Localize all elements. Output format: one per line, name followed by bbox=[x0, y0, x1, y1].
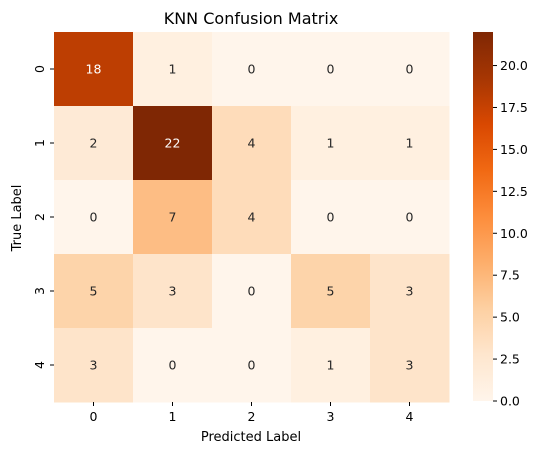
heatmap-cell bbox=[133, 32, 213, 107]
heatmap-cell bbox=[291, 328, 371, 403]
heatmap-cell bbox=[212, 328, 292, 403]
cell-value-label: 1 bbox=[327, 136, 335, 151]
cell-value-label: 5 bbox=[327, 284, 335, 299]
cell-value-label: 22 bbox=[165, 136, 181, 151]
cell-value-label: 0 bbox=[248, 358, 256, 373]
x-axis-label: Predicted Label bbox=[201, 430, 301, 445]
colorbar-tick-label: 10.0 bbox=[500, 226, 528, 241]
heatmap-cell bbox=[291, 32, 371, 107]
cell-value-label: 0 bbox=[169, 358, 177, 373]
heatmap-cell bbox=[54, 180, 134, 255]
colorbar-tick-label: 0.0 bbox=[500, 394, 520, 409]
y-tick-label: 1 bbox=[32, 139, 47, 147]
heatmap-cell-labels: 18 1 0 0 02 22 4 1 10 7 4 0 05 3 0 5 33 0 0 1 3 bbox=[86, 62, 414, 373]
y-tick-label: 0 bbox=[32, 65, 47, 73]
y-tick-label: 3 bbox=[32, 287, 47, 295]
cell-value-label: 3 bbox=[406, 284, 414, 299]
cell-value-label: 0 bbox=[248, 62, 256, 77]
colorbar-tick-label: 5.0 bbox=[500, 310, 520, 325]
heatmap-cell bbox=[54, 106, 134, 181]
heatmap-cell bbox=[370, 328, 450, 403]
colorbar-tick-label: 15.0 bbox=[500, 142, 528, 157]
heatmap-cells bbox=[54, 32, 450, 403]
cell-value-label: 4 bbox=[248, 210, 256, 225]
heatmap-cell bbox=[370, 254, 450, 329]
y-tick-label: 2 bbox=[32, 213, 47, 221]
heatmap-cell bbox=[133, 328, 213, 403]
cell-value-label: 1 bbox=[406, 136, 414, 151]
cell-value-label: 3 bbox=[169, 284, 177, 299]
colorbar-tick-label: 2.5 bbox=[500, 352, 520, 367]
heatmap-cell bbox=[133, 254, 213, 329]
heatmap-cell bbox=[54, 32, 134, 107]
heatmap-cell bbox=[212, 32, 292, 107]
cell-value-label: 0 bbox=[327, 62, 335, 77]
heatmap-cell bbox=[133, 180, 213, 255]
chart-title: KNN Confusion Matrix bbox=[164, 9, 339, 28]
x-axis: 0 1 2 3 4 bbox=[90, 402, 414, 424]
cell-value-label: 5 bbox=[90, 284, 98, 299]
heatmap-cell bbox=[54, 254, 134, 329]
cell-value-label: 2 bbox=[90, 136, 98, 151]
x-tick-label: 1 bbox=[169, 409, 177, 424]
cell-value-label: 0 bbox=[406, 62, 414, 77]
heatmap-cell bbox=[291, 180, 371, 255]
cell-value-label: 7 bbox=[169, 210, 177, 225]
y-tick-label: 4 bbox=[32, 361, 47, 369]
cell-value-label: 1 bbox=[169, 62, 177, 77]
x-tick-label: 3 bbox=[327, 409, 335, 424]
cell-value-label: 0 bbox=[248, 284, 256, 299]
cell-value-label: 1 bbox=[327, 358, 335, 373]
colorbar bbox=[473, 32, 493, 401]
y-axis-label: True Label bbox=[10, 185, 25, 253]
heatmap-cell bbox=[291, 254, 371, 329]
colorbar-tick-label: 17.5 bbox=[500, 100, 528, 115]
cell-value-label: 4 bbox=[248, 136, 256, 151]
cell-value-label: 3 bbox=[90, 358, 98, 373]
heatmap-cell bbox=[212, 254, 292, 329]
heatmap-cell bbox=[370, 32, 450, 107]
heatmap-cell bbox=[212, 180, 292, 255]
heatmap-cell bbox=[370, 180, 450, 255]
cell-value-label: 0 bbox=[90, 210, 98, 225]
heatmap-cell bbox=[212, 106, 292, 181]
x-tick-label: 2 bbox=[248, 409, 256, 424]
heatmap-cell bbox=[133, 106, 213, 181]
cell-value-label: 3 bbox=[406, 358, 414, 373]
colorbar-tick-label: 7.5 bbox=[500, 268, 520, 283]
heatmap-cell bbox=[54, 328, 134, 403]
cell-value-label: 18 bbox=[86, 62, 102, 77]
colorbar-tick-label: 20.0 bbox=[500, 58, 528, 73]
x-tick-label: 0 bbox=[90, 409, 98, 424]
heatmap-cell bbox=[370, 106, 450, 181]
y-axis: 0 1 2 3 4 bbox=[32, 65, 54, 369]
colorbar-tick-label: 12.5 bbox=[500, 184, 528, 199]
x-tick-label: 4 bbox=[406, 409, 414, 424]
cell-value-label: 0 bbox=[406, 210, 414, 225]
heatmap-cell bbox=[291, 106, 371, 181]
cell-value-label: 0 bbox=[327, 210, 335, 225]
colorbar-axis: 0.0 2.5 5.0 7.5 10.0 12.5 15.0 17.5 20.0 bbox=[493, 58, 528, 409]
